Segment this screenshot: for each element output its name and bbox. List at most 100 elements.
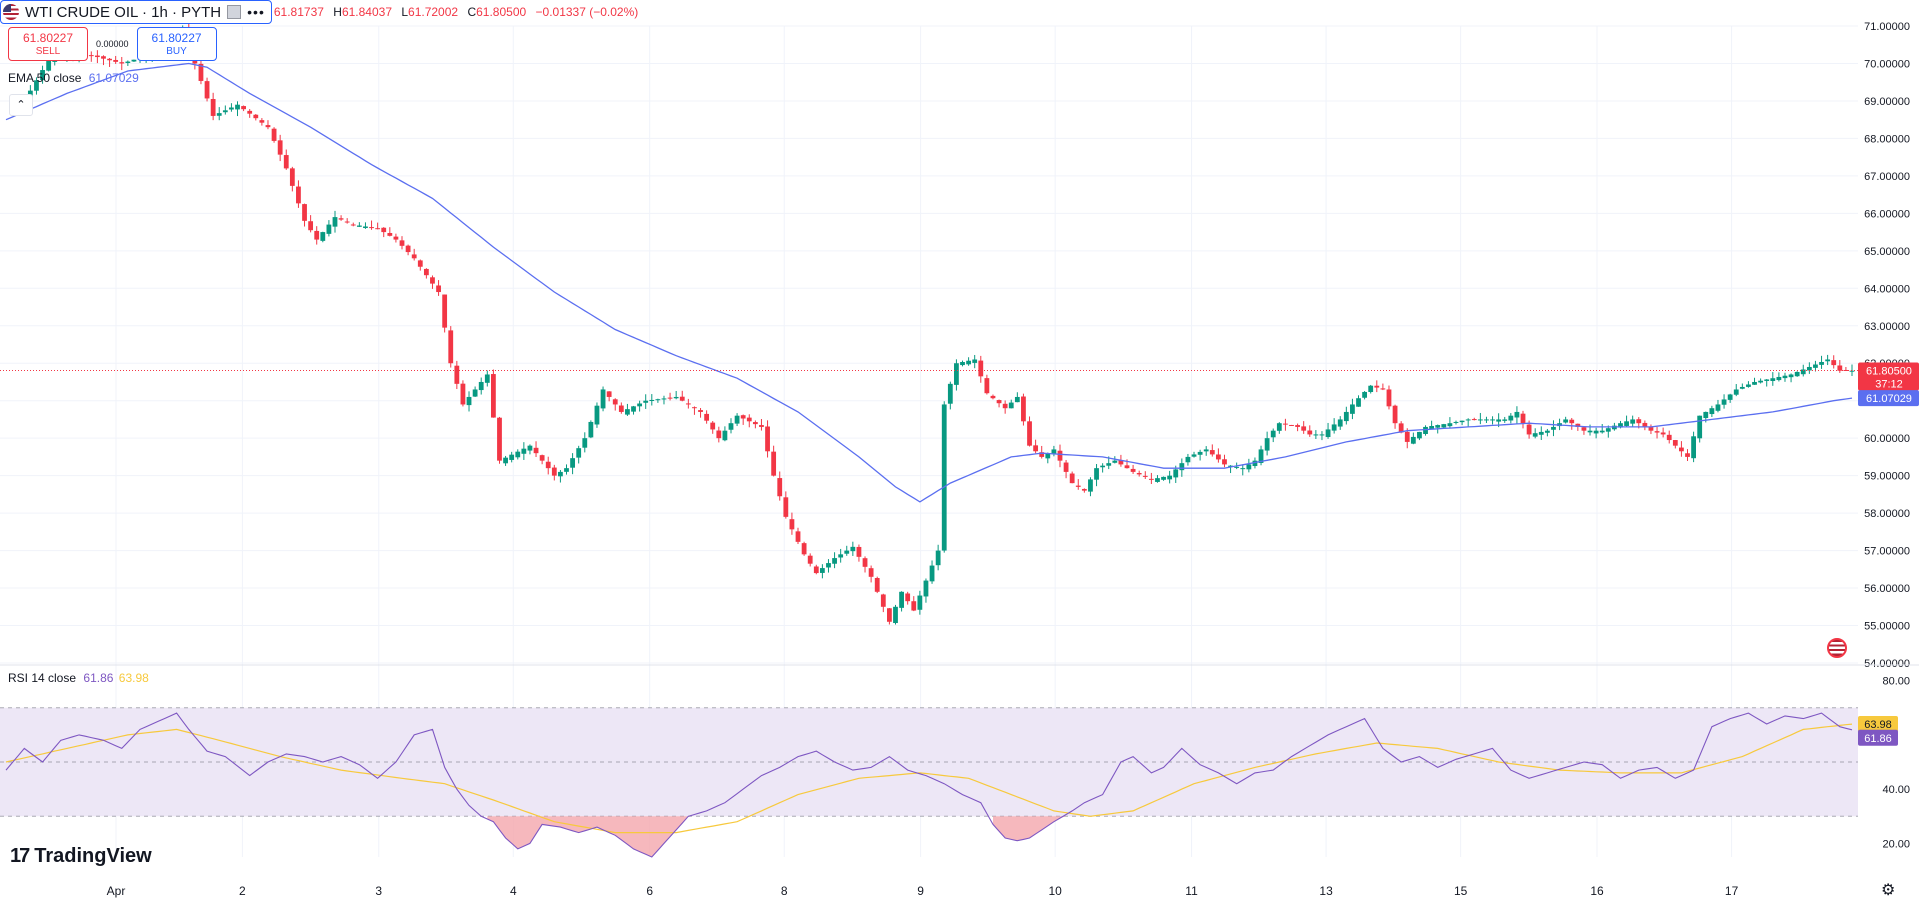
- candle-body: [868, 568, 874, 577]
- candle-body: [704, 413, 710, 421]
- time-tick-label: 13: [1319, 884, 1333, 898]
- candle-body: [966, 360, 972, 365]
- candle-body: [1343, 411, 1349, 422]
- candle-body: [314, 230, 320, 240]
- us-flag-icon[interactable]: [1827, 638, 1847, 658]
- candle-body: [1508, 415, 1514, 421]
- ohlc-readout: 61.81737 H61.84037 L61.72002 C61.80500 −…: [274, 5, 644, 19]
- candle-body: [515, 451, 521, 458]
- price-tick-label: 67.00000: [1864, 171, 1910, 183]
- candle-body: [1563, 419, 1569, 423]
- candle-body: [1142, 475, 1148, 477]
- candle-body: [1502, 419, 1508, 421]
- candle-body: [229, 107, 234, 110]
- candle-body: [1788, 374, 1794, 378]
- candle-body: [34, 80, 39, 91]
- candle-body: [771, 451, 777, 476]
- market-status-icon: [227, 5, 242, 19]
- candle-body: [503, 457, 508, 464]
- chevron-up-icon[interactable]: ⌃: [9, 94, 33, 116]
- rsi-tick-label: 20.00: [1882, 838, 1910, 850]
- candle-body: [198, 63, 204, 81]
- candle-body: [119, 62, 125, 64]
- ohlc-close-label: C: [467, 5, 477, 19]
- candle-body: [344, 221, 350, 223]
- time-tick-label: 8: [781, 884, 788, 898]
- candle-body: [1587, 430, 1593, 433]
- symbol-selector[interactable]: WTI CRUDE OIL · 1h · PYTH •••: [0, 0, 272, 24]
- candle-body: [728, 423, 734, 430]
- candle-body: [125, 61, 131, 63]
- candle-body: [1404, 431, 1410, 442]
- price-tick-label: 55.00000: [1864, 621, 1910, 633]
- candle-body: [783, 497, 789, 517]
- candle-body: [1496, 419, 1502, 422]
- candle-body: [1392, 405, 1398, 424]
- rsi-oversold-fill: [487, 816, 689, 857]
- ema-legend[interactable]: EMA 50 close 61.07029: [8, 71, 139, 85]
- candle-body: [1069, 473, 1075, 484]
- candle-body: [113, 59, 119, 62]
- candle-body: [1654, 431, 1660, 433]
- sell-button[interactable]: 61.80227 SELL: [8, 27, 88, 61]
- trade-buttons: 61.80227 SELL 0.00000 61.80227 BUY: [8, 27, 217, 61]
- candle-body: [1429, 425, 1435, 430]
- candle-body: [381, 227, 387, 233]
- candle-body: [1782, 375, 1788, 379]
- candle-body: [1209, 450, 1215, 455]
- candle-body: [210, 99, 216, 116]
- price-tick-label: 56.00000: [1864, 583, 1910, 595]
- candle-body: [484, 374, 490, 383]
- candle-body: [558, 471, 563, 477]
- candle-body: [235, 104, 240, 110]
- candle-body: [588, 421, 594, 438]
- candle-body: [886, 608, 892, 622]
- ohlc-high: 61.84037: [341, 5, 392, 19]
- rsi-legend[interactable]: RSI 14 close 61.86 63.98: [8, 671, 149, 685]
- candle-body: [253, 114, 259, 119]
- candle-body: [1465, 419, 1471, 421]
- candle-body: [423, 268, 429, 276]
- candle-body: [1039, 452, 1045, 457]
- candle-body: [1246, 464, 1252, 470]
- candle-body: [363, 226, 368, 229]
- candle-body: [935, 550, 941, 566]
- candle-body: [527, 445, 533, 451]
- more-options-icon[interactable]: •••: [247, 4, 265, 20]
- buy-button[interactable]: 61.80227 BUY: [136, 27, 217, 61]
- candle-body: [1264, 438, 1270, 451]
- candle-body: [131, 59, 137, 62]
- candle-body: [1532, 433, 1538, 437]
- candle-body: [1520, 413, 1526, 424]
- candle-body: [326, 224, 332, 234]
- time-tick-label: Apr: [107, 884, 126, 898]
- tradingview-mark-icon: 17: [10, 845, 30, 867]
- candle-body: [1374, 385, 1380, 388]
- candle-body: [1484, 419, 1489, 421]
- rsi-ma-line: [5, 723, 1853, 834]
- candle-body: [1618, 423, 1623, 428]
- candle-body: [1593, 430, 1599, 434]
- gear-icon[interactable]: ⚙: [1881, 882, 1896, 899]
- candle-body: [1112, 460, 1118, 463]
- candle-body: [350, 224, 356, 226]
- candle-body: [1197, 451, 1203, 455]
- candle-body: [819, 568, 825, 573]
- candle-body: [1356, 398, 1361, 407]
- candle-body: [1569, 419, 1575, 424]
- candle-body: [679, 396, 685, 401]
- candle-body: [107, 58, 112, 61]
- time-tick-label: 16: [1590, 884, 1604, 898]
- candle-body: [1289, 424, 1294, 426]
- candle-body: [1825, 359, 1831, 362]
- candle-body: [545, 461, 551, 469]
- candle-body: [917, 595, 923, 610]
- rsi-ma-badge: [1858, 716, 1898, 733]
- candle-body: [1441, 424, 1447, 428]
- candle-body: [1057, 450, 1063, 461]
- candle-body: [1276, 423, 1282, 431]
- candle-body: [929, 565, 935, 582]
- candle-body: [1758, 380, 1764, 383]
- candle-body: [1252, 460, 1258, 467]
